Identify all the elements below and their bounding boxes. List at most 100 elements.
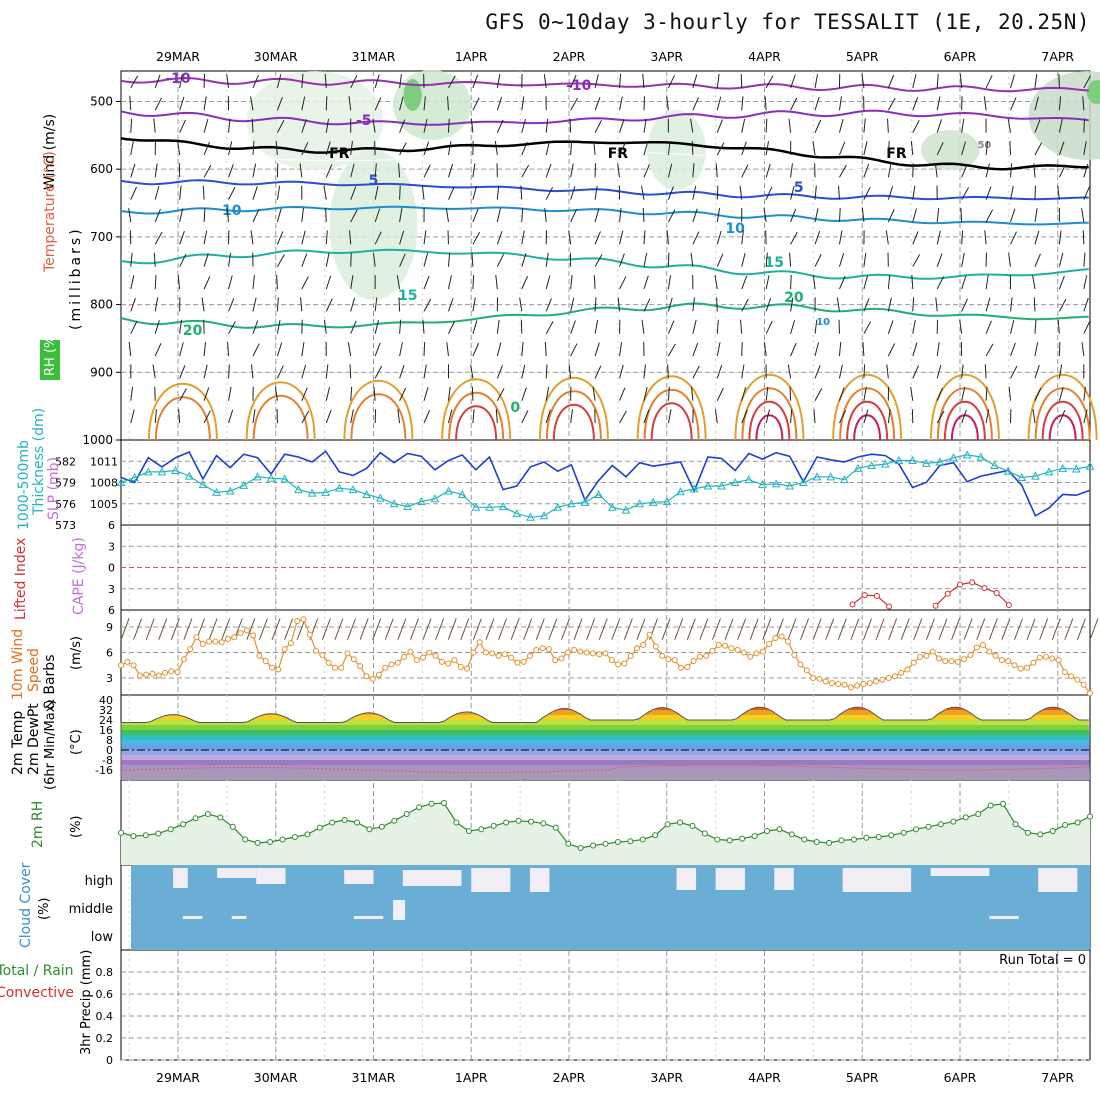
wind-speed-line-point <box>621 660 628 667</box>
wind-barb <box>716 253 724 267</box>
wind-barb <box>372 118 376 133</box>
wind-barb <box>1032 409 1036 424</box>
date-label-top: 2APR <box>553 49 586 64</box>
wind-barb <box>397 409 401 424</box>
wind-barb <box>1034 208 1038 223</box>
wind-barb <box>593 140 596 156</box>
isotherm-surface-lobe <box>943 400 986 441</box>
wind-barb <box>1083 186 1090 200</box>
wind-barb <box>692 365 700 379</box>
wind-speed-line-point <box>577 648 584 655</box>
wind-barb <box>692 342 699 357</box>
wind-barb <box>350 320 357 334</box>
wind-barb <box>348 96 352 111</box>
rh-line-point <box>490 822 497 829</box>
wind-barb <box>765 186 773 200</box>
wind-barb <box>716 185 719 200</box>
wind-barb <box>691 140 694 155</box>
thickness-line-point <box>962 450 972 459</box>
wind-barb <box>1034 185 1036 200</box>
wind-barb <box>421 185 425 200</box>
wind-barb <box>1058 141 1065 156</box>
wind-barb <box>936 230 941 245</box>
wind-speed-line-point <box>967 652 974 659</box>
wind-barb <box>228 275 233 290</box>
cloud-clear-gap <box>471 868 511 892</box>
wind-barb <box>570 140 573 155</box>
thickness-line-point <box>607 502 617 511</box>
wind-barb <box>179 342 184 357</box>
wind-barb <box>447 252 451 267</box>
thickness-line-point <box>826 472 836 481</box>
wind-barb <box>179 253 187 267</box>
wind-barb <box>594 74 599 89</box>
temp-band <box>121 750 1090 755</box>
ylabel-2mtemp: 2m Temp <box>10 711 26 775</box>
thickness-line-point <box>457 489 467 499</box>
wind-speed-line-point <box>269 664 276 671</box>
wind-barb <box>448 320 456 334</box>
wind-barb <box>153 252 156 267</box>
wind-speed-line-point <box>740 649 747 656</box>
date-label-top: 30MAR <box>254 49 298 64</box>
temp-tick-label: -8 <box>102 754 113 767</box>
wind-speed-line-point <box>747 653 754 660</box>
rh-line-point <box>540 820 547 827</box>
wind-barb-10m <box>284 618 294 640</box>
wind-barb <box>666 96 669 111</box>
wind-unit-label: (m/s) <box>69 636 84 670</box>
wind-barb <box>936 387 943 401</box>
isotherm-surface-lobe <box>636 375 707 441</box>
rh-line-point <box>204 811 211 817</box>
contour-label: FR <box>886 146 907 162</box>
rh-line-point <box>552 824 559 831</box>
rh-left-label: 2m RH <box>30 801 46 848</box>
wind-speed-line-point <box>728 645 735 652</box>
isotherm-surface-lobe <box>343 379 414 441</box>
isotherm-surface-lobe <box>252 394 309 441</box>
wind-speed-line-point <box>281 646 288 653</box>
slp-line <box>120 450 1091 517</box>
wind-barb <box>594 96 601 111</box>
wind-barb <box>250 230 254 245</box>
wind-barb <box>716 119 723 133</box>
wind-barb <box>741 141 747 156</box>
wind-speed-line-point <box>438 658 445 665</box>
wind-barb <box>129 96 132 111</box>
wind-barb <box>423 230 427 245</box>
wind-barb <box>863 298 870 312</box>
thickness-line-point <box>1003 466 1013 475</box>
thickness-line-point <box>744 475 754 484</box>
wind-barb <box>301 410 310 424</box>
rh-line-point <box>1012 821 1019 828</box>
wind-speed-line-point <box>237 629 244 636</box>
wind-barb <box>741 387 747 401</box>
wind-barb <box>545 163 552 178</box>
rh-line-point <box>652 832 659 839</box>
cloud-mid-gap <box>182 916 203 919</box>
wind-barb <box>961 386 966 401</box>
wind-barb <box>1083 252 1086 267</box>
wind-barb <box>936 142 944 156</box>
slp-left-label: 1000-500mb Thickness (dm) SLP (mb) <box>16 408 62 530</box>
wind-barb <box>422 319 425 334</box>
ylabel-rh: RH (%) <box>43 331 58 376</box>
wind-barb <box>203 207 206 223</box>
isotherm-20 <box>120 302 1089 329</box>
wind-barb <box>250 96 254 111</box>
wind-barb <box>374 140 376 155</box>
wind-speed-line-point <box>388 661 395 668</box>
wind-barb <box>936 96 941 111</box>
wind-speed-line-point <box>212 638 219 645</box>
wind-speed-line-point <box>1005 658 1012 664</box>
wind-speed-line-point <box>319 652 326 659</box>
thickness-line-point <box>143 467 153 476</box>
wind-barb <box>912 342 918 357</box>
wind-barb <box>423 364 427 379</box>
wind-barb <box>399 387 407 401</box>
wind-barb <box>790 97 798 111</box>
wind-barb <box>667 343 676 357</box>
temp-band <box>121 740 1090 745</box>
wind-speed-line-point <box>382 664 389 671</box>
wind-barb <box>372 252 376 267</box>
